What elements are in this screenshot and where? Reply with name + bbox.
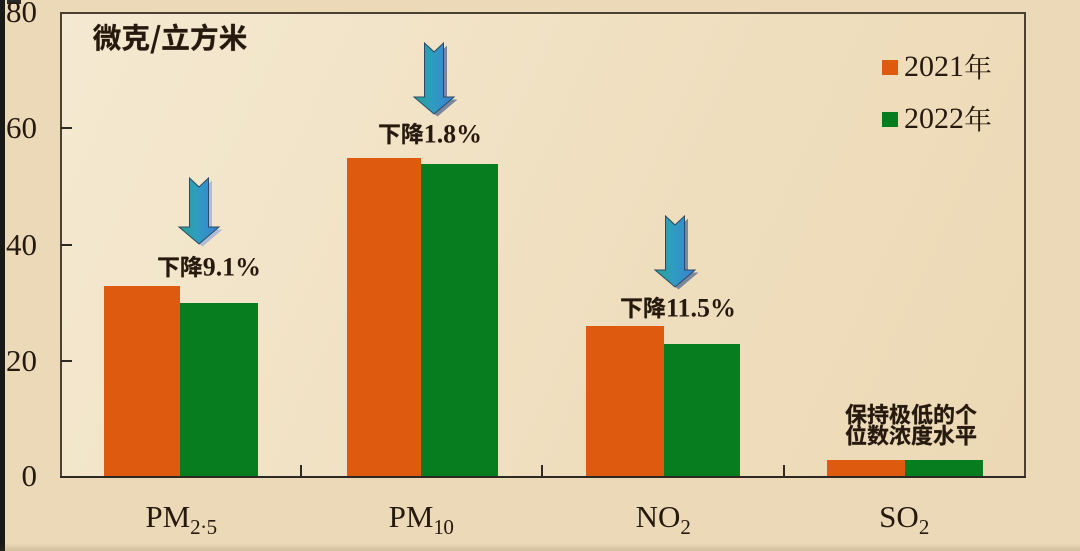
svg-text:9.1%: 9.1% [203,252,261,281]
svg-text:11.5%: 11.5% [666,293,736,322]
svg-text:1.8%: 1.8% [424,119,482,148]
